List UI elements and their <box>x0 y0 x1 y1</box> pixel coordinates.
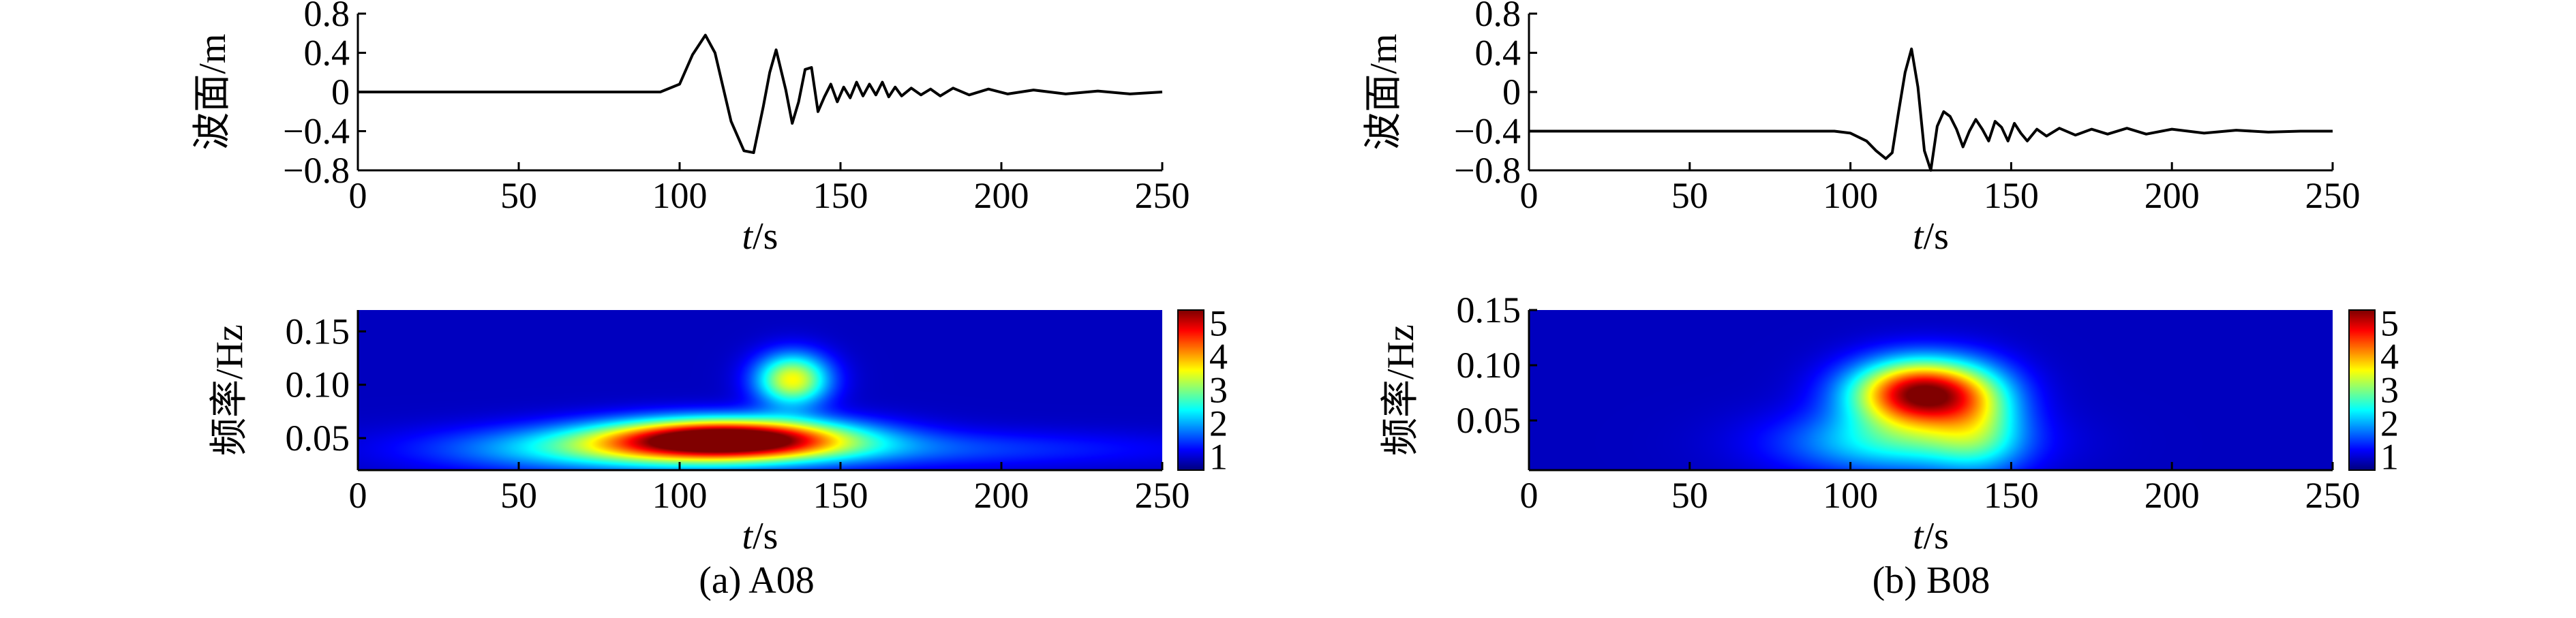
colorbar-tick-label: 4 <box>2380 337 2399 377</box>
x-tick-label: 100 <box>1823 475 1878 516</box>
x-tick-label: 50 <box>1671 475 1708 516</box>
x-axis-label-var: t <box>1913 515 1924 557</box>
colorbar-frame <box>2348 309 2376 471</box>
y-tick-label: −0.4 <box>283 111 350 152</box>
x-tick-label: 50 <box>500 475 537 516</box>
series-line <box>1529 47 2333 172</box>
series-line <box>358 33 1163 155</box>
y-tick-label: 0.05 <box>1457 400 1521 441</box>
x-tick-label: 150 <box>1984 475 2039 516</box>
x-tick-label: 250 <box>2305 175 2361 216</box>
y-tick-label: 0.8 <box>1475 0 1521 34</box>
colorbar-tick-label: 4 <box>1209 337 1228 377</box>
x-axis-label-var: t <box>742 515 754 557</box>
x-tick-label: 250 <box>1135 475 1190 516</box>
colorbar-tick-label: 1 <box>2380 436 2399 477</box>
colorbar-tick-label: 5 <box>1209 303 1228 344</box>
y-tick-label: −0.8 <box>283 150 350 191</box>
x-tick-label: 100 <box>652 175 708 216</box>
x-tick-label: 150 <box>1984 175 2039 216</box>
x-axis-label: t/s <box>1913 515 1949 557</box>
panel-a-top: 0 50 100 150 200 250−0.8−0.400.40.8t/s波面/m <box>192 0 1190 258</box>
x-tick-label: 200 <box>2145 175 2200 216</box>
y-tick-label: 0.15 <box>1457 290 1521 330</box>
x-axis-label: t/s <box>742 515 778 557</box>
x-axis-label-var: t <box>1913 215 1924 258</box>
y-tick-label: −0.4 <box>1454 111 1521 152</box>
x-tick-label: 250 <box>2305 475 2361 516</box>
x-tick-label: 50 <box>1671 175 1708 216</box>
colorbar-frame <box>1177 309 1204 471</box>
colorbar-tick-label: 3 <box>1209 370 1228 411</box>
x-tick-label: 250 <box>1135 175 1190 216</box>
y-tick-label: 0.05 <box>286 418 350 459</box>
caption-b: (b) B08 <box>1872 559 1990 602</box>
y-axis-label: 频率/Hz <box>209 324 251 456</box>
colorbar-tick-label: 5 <box>2380 303 2399 344</box>
x-tick-label: 150 <box>813 175 868 216</box>
x-axis-label: t/s <box>742 215 778 258</box>
x-tick-label: 100 <box>1823 175 1878 216</box>
x-axis-label-unit: /s <box>753 215 778 258</box>
y-axis-label: 波面/m <box>192 33 234 150</box>
x-axis-label-unit: /s <box>1924 215 1949 258</box>
caption-a: (a) A08 <box>699 559 815 602</box>
y-tick-label: 0.15 <box>286 311 350 352</box>
x-tick-label: 0 <box>349 175 367 216</box>
x-tick-label: 200 <box>974 175 1029 216</box>
x-tick-label: 0 <box>349 475 367 516</box>
y-tick-label: −0.8 <box>1454 150 1521 191</box>
x-tick-label: 0 <box>1520 475 1539 516</box>
colorbar-tick-label: 2 <box>2380 403 2399 444</box>
panel-b-top: 0 50 100 150 200 250−0.8−0.400.40.8t/s波面/m <box>1363 0 2361 258</box>
colorbar-tick-label: 2 <box>1209 403 1228 444</box>
y-tick-label: 0.8 <box>304 0 350 34</box>
x-tick-label: 200 <box>2145 475 2200 516</box>
x-tick-label: 200 <box>974 475 1029 516</box>
y-tick-label: 0.10 <box>286 365 350 405</box>
colorbar-tick-label: 3 <box>2380 370 2399 411</box>
y-tick-label: 0 <box>331 72 350 112</box>
x-tick-label: 100 <box>652 475 708 516</box>
x-axis-label-unit: /s <box>1924 515 1949 557</box>
x-axis-label: t/s <box>1913 215 1949 258</box>
y-tick-label: 0.4 <box>1475 33 1521 74</box>
y-tick-label: 0.10 <box>1457 345 1521 386</box>
x-tick-label: 50 <box>500 175 537 216</box>
heatmap-image <box>358 310 1162 470</box>
x-axis-label-var: t <box>742 215 754 258</box>
x-axis-label-unit: /s <box>753 515 778 557</box>
colorbar-tick-label: 1 <box>1209 436 1228 477</box>
colorbar-image <box>1178 310 1204 470</box>
y-axis-label: 频率/Hz <box>1380 324 1422 456</box>
x-tick-label: 0 <box>1520 175 1539 216</box>
y-axis-label: 波面/m <box>1363 33 1405 150</box>
heatmap-image <box>1529 310 2333 470</box>
y-tick-label: 0.4 <box>304 33 350 74</box>
y-tick-label: 0 <box>1502 72 1521 112</box>
colorbar-image <box>2349 310 2375 470</box>
x-tick-label: 150 <box>813 475 868 516</box>
